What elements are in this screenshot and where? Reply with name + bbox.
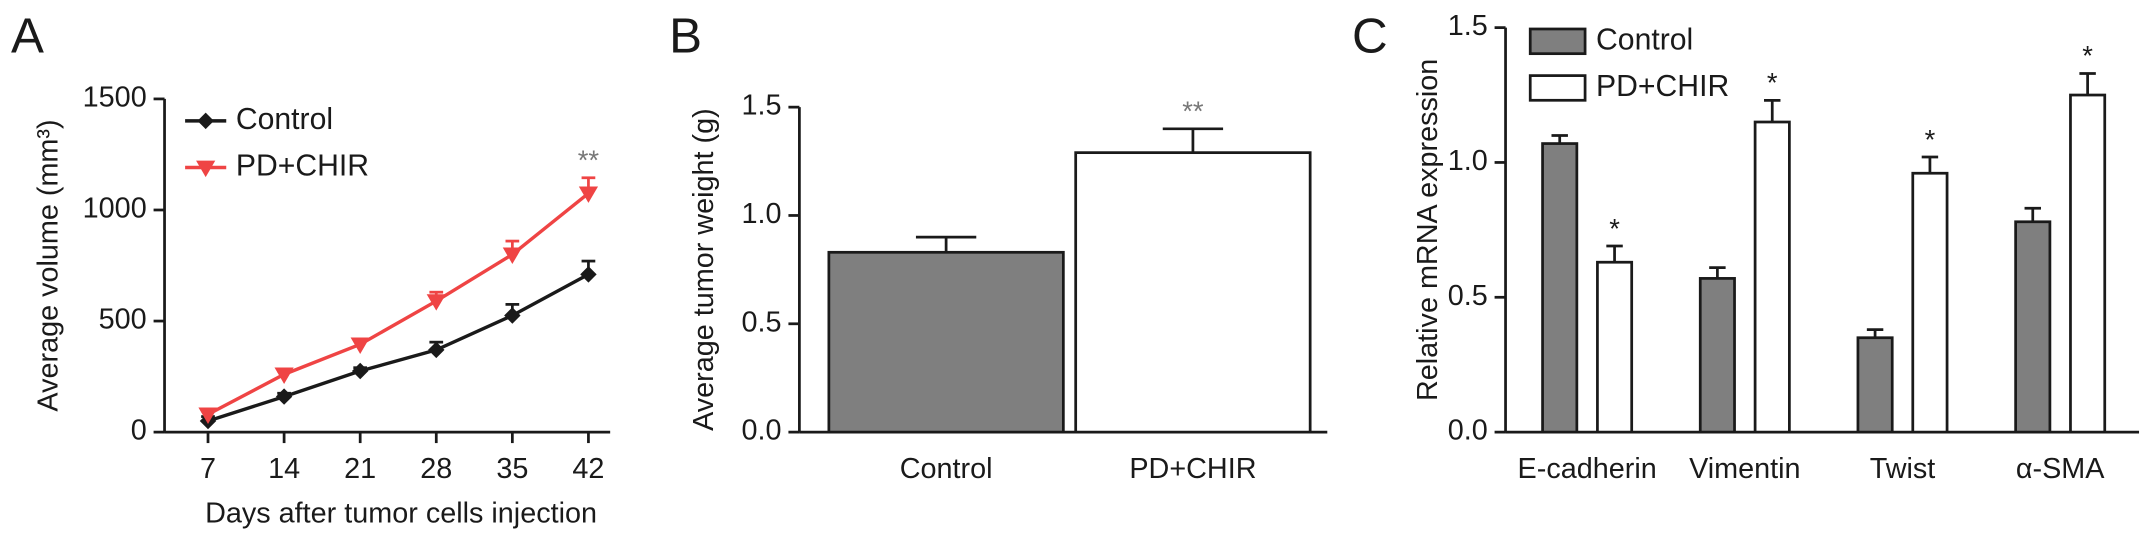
- marker: [198, 407, 218, 424]
- series-line: [207, 272, 590, 423]
- x-tick-label: α-SMA: [2016, 453, 2105, 485]
- bar: [1856, 336, 1894, 434]
- x-tick-label: 21: [344, 453, 376, 485]
- bar: [1541, 142, 1579, 434]
- panel-letter: B: [669, 8, 702, 63]
- bar: [1596, 260, 1634, 434]
- x-tick-label: E-cadherin: [1518, 453, 1657, 485]
- y-tick-label: 1.0: [742, 198, 782, 230]
- y-tick-label: 0.0: [1448, 415, 1488, 447]
- marker: [196, 160, 216, 178]
- marker: [275, 388, 293, 405]
- x-tick-label: PD+CHIR: [1129, 453, 1256, 485]
- marker: [578, 186, 599, 203]
- x-axis-label: Days after tumor cells injection: [205, 498, 597, 530]
- significance: *: [1767, 67, 1778, 98]
- marker: [426, 294, 446, 311]
- y-tick-label: 500: [99, 304, 147, 336]
- y-tick-label: 1.5: [1448, 10, 1488, 42]
- y-tick-label: 1.0: [1448, 145, 1488, 177]
- x-tick-label: 42: [572, 453, 604, 485]
- legend-label: PD+CHIR: [236, 149, 369, 182]
- bar: [827, 250, 1065, 434]
- significance: *: [1609, 213, 1620, 244]
- marker: [274, 367, 294, 384]
- y-tick-label: 0.0: [742, 415, 782, 447]
- bar: [1911, 171, 1949, 434]
- bar: [2014, 220, 2052, 434]
- x-tick-label: Vimentin: [1689, 453, 1800, 485]
- x-tick-label: 7: [200, 453, 216, 485]
- series-line: [207, 191, 590, 416]
- y-axis-label: Average tumor weight (g): [688, 108, 720, 431]
- significance: **: [578, 145, 600, 176]
- x-tick-label: Control: [900, 453, 993, 485]
- marker: [350, 337, 370, 354]
- marker: [428, 341, 445, 359]
- marker: [504, 307, 521, 324]
- bar: [1074, 151, 1312, 434]
- marker: [580, 266, 597, 283]
- significance: *: [2082, 40, 2093, 71]
- x-tick-label: 14: [268, 453, 300, 485]
- legend-label: Control: [236, 103, 333, 136]
- y-tick-label: 1.5: [742, 90, 782, 122]
- y-tick-label: 1000: [83, 193, 147, 225]
- significance: **: [1182, 96, 1204, 127]
- significance: *: [1925, 124, 1936, 155]
- x-tick-label: Twist: [1870, 453, 1936, 485]
- bar: [1698, 277, 1736, 434]
- legend-swatch: [1528, 74, 1587, 102]
- marker: [351, 362, 369, 380]
- bar: [1753, 120, 1791, 434]
- y-tick-label: 1500: [83, 82, 147, 114]
- panel-letter: C: [1352, 8, 1388, 63]
- y-axis-label: Average volume (mm³): [33, 119, 65, 411]
- y-tick-label: 0.5: [742, 306, 782, 338]
- y-tick-label: 0: [131, 415, 147, 447]
- x-tick-label: 28: [420, 453, 452, 485]
- y-axis-label: Relative mRNA expression: [1412, 59, 1444, 401]
- y-tick-label: 0.5: [1448, 280, 1488, 312]
- marker: [197, 112, 214, 130]
- bar: [2069, 93, 2107, 434]
- x-tick-label: 35: [496, 453, 528, 485]
- legend-swatch: [1528, 27, 1587, 56]
- legend-label: Control: [1596, 23, 1693, 56]
- legend-label: PD+CHIR: [1596, 70, 1729, 103]
- panel-letter: A: [11, 8, 44, 63]
- marker: [502, 247, 522, 265]
